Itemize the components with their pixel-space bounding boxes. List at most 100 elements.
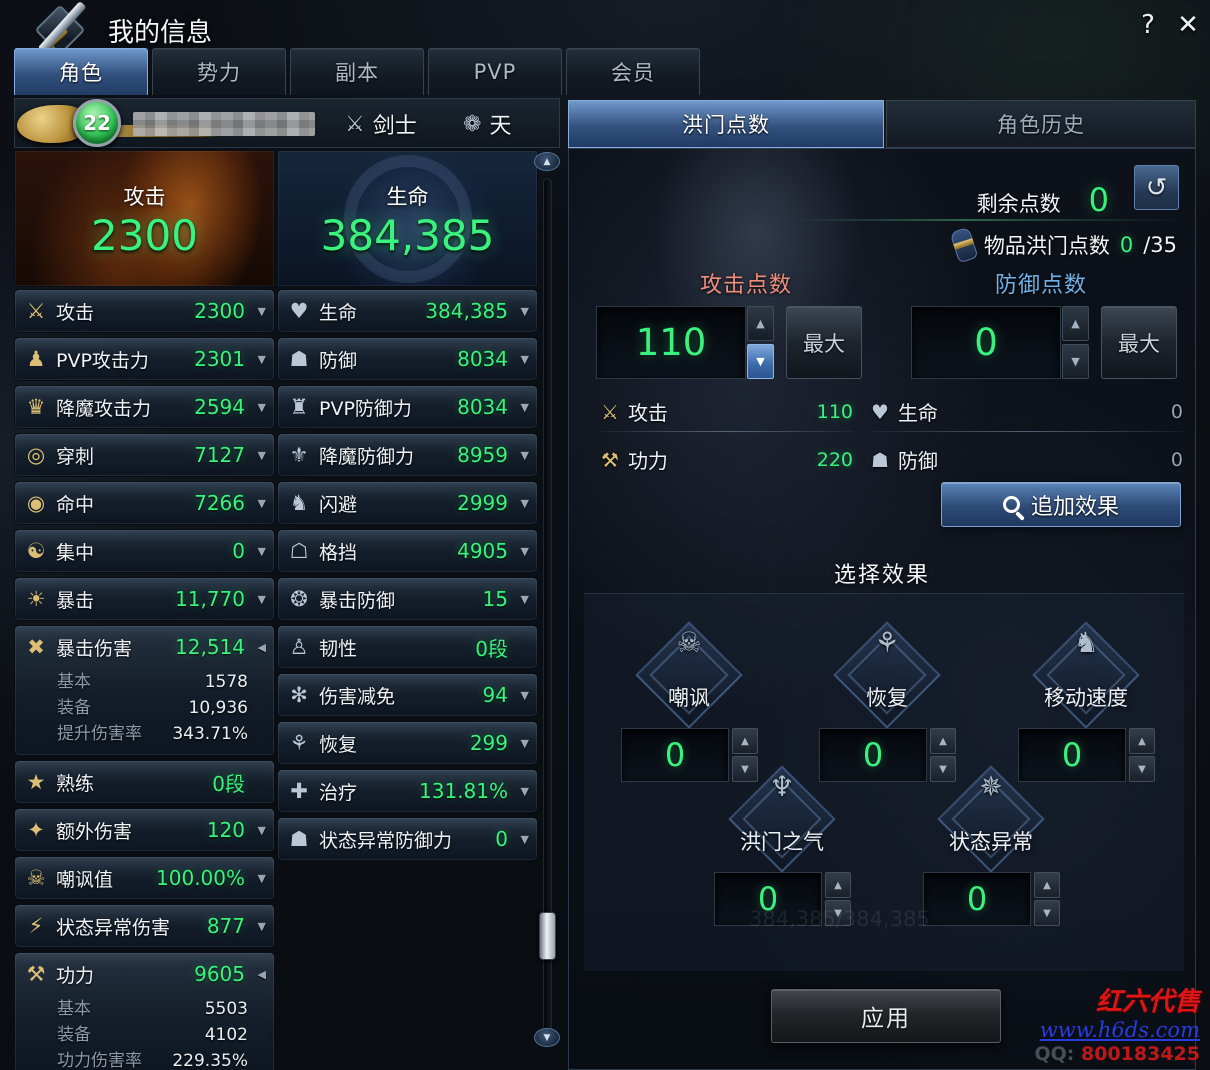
expand-icon[interactable]: ▼ [520,832,529,846]
stat-row-crit-defense[interactable]: ❂ 暴击防御 15 ▼ [277,577,538,621]
stat-row-extra-damage[interactable]: ✦ 额外伤害 120 ▼ [14,808,275,852]
attack-points-up-button[interactable]: ▲ [747,306,774,341]
scroll-up-button[interactable]: ▲ [534,152,560,171]
stat-label: 命中 [56,493,95,516]
collapse-icon[interactable]: ◀ [257,967,266,981]
stat-row-pierce[interactable]: ◎ 穿刺 7127 ▼ [14,433,275,477]
effect-up-button[interactable]: ▲ [930,728,956,754]
effect-value-field[interactable]: 0 [621,728,729,782]
expand-icon[interactable]: ▼ [257,352,266,366]
expand-icon[interactable]: ▼ [257,823,266,837]
tab-character-history[interactable]: 角色历史 [886,100,1196,148]
star-shield-icon: ❂ [290,587,308,611]
expand-icon[interactable]: ▼ [257,544,266,558]
defense-points-down-button[interactable]: ▼ [1062,344,1089,379]
expand-icon[interactable]: ▼ [257,919,266,933]
expand-icon[interactable]: ▼ [520,688,529,702]
stat-row-accuracy[interactable]: ◉ 命中 7266 ▼ [14,481,275,525]
stat-row-power[interactable]: ⚒ 功力 9605 ◀ 基本 5503 装备 4102 功力伤害率 229.35% [14,952,275,1070]
effect-value-field[interactable]: 0 [819,728,927,782]
stats-scrollbar: ▲ ▼ [534,152,560,1064]
apply-button[interactable]: 应用 [771,989,1001,1043]
expand-icon[interactable]: ▼ [520,784,529,798]
add-effect-label: 追加效果 [1030,494,1119,520]
attack-points-down-button[interactable]: ▼ [747,344,774,379]
effect-value-field[interactable]: 0 [1018,728,1126,782]
reset-points-button[interactable]: ↺ [1134,165,1179,210]
stat-row-mastery[interactable]: ★ 熟练 0段 [14,760,275,804]
stat-row-recovery[interactable]: ⚘ 恢复 299 ▼ [277,721,538,765]
stat-row-crit-damage[interactable]: ✖ 暴击伤害 12,514 ◀ 基本 1578 装备 10,936 提升伤害率 343.71% [14,625,275,756]
expand-icon[interactable]: ▼ [257,400,266,414]
stat-row-hp[interactable]: ♥ 生命 384,385 ▼ [277,289,538,333]
stat-row-crit[interactable]: ☀ 暴击 11,770 ▼ [14,577,275,621]
expand-icon[interactable]: ▼ [520,544,529,558]
tab-faction[interactable]: 势力 [152,48,286,95]
stat-row-demon-attack[interactable]: ♛ 降魔攻击力 2594 ▼ [14,385,275,429]
attack-points-input[interactable]: 110 [596,306,746,379]
summary-label: 功力 [627,449,668,473]
stat-row-defense[interactable]: ☗ 防御 8034 ▼ [277,337,538,381]
expand-icon[interactable]: ▼ [257,592,266,606]
stat-row-evasion[interactable]: ♞ 闪避 2999 ▼ [277,481,538,525]
effect-down-button[interactable]: ▼ [825,900,851,926]
stat-row-focus[interactable]: ☯ 集中 0 ▼ [14,529,275,573]
tab-pvp[interactable]: PVP [428,48,562,95]
stat-row-pvp-defense[interactable]: ♜ PVP防御力 8034 ▼ [277,385,538,429]
effect-down-button[interactable]: ▼ [1034,900,1060,926]
collapse-icon[interactable]: ◀ [257,640,266,654]
defense-points-max-button[interactable]: 最大 [1101,306,1177,379]
stat-row-block[interactable]: ☖ 格挡 4905 ▼ [277,529,538,573]
sub-label: 功力伤害率 [57,1051,142,1070]
stat-row-tenacity[interactable]: ♙ 韧性 0段 [277,625,538,669]
scrollbar-track[interactable] [543,178,552,1034]
effect-up-button[interactable]: ▲ [1129,728,1155,754]
stat-row-damage-reduction[interactable]: ✻ 伤害减免 94 ▼ [277,673,538,717]
effect-up-button[interactable]: ▲ [1034,872,1060,898]
expand-icon[interactable]: ▼ [520,592,529,606]
effect-down-button[interactable]: ▼ [1129,756,1155,782]
defense-points-up-button[interactable]: ▲ [1062,306,1089,341]
expand-icon[interactable]: ▼ [520,304,529,318]
attack-header: 攻击 2300 [14,150,275,287]
expand-icon[interactable]: ▼ [257,871,266,885]
expand-icon[interactable]: ▼ [257,496,266,510]
defense-points-input[interactable]: 0 [911,306,1061,379]
tab-hongmen-points[interactable]: 洪门点数 [568,100,884,148]
tab-membership[interactable]: 会员 [566,48,700,95]
effect-value-field[interactable]: 0 [923,872,1031,926]
summary-label: 防御 [897,449,938,473]
expand-icon[interactable]: ▼ [520,400,529,414]
effect-value-field[interactable]: 0 [714,872,822,926]
effect-up-button[interactable]: ▲ [732,728,758,754]
stat-label: 额外伤害 [56,820,133,843]
close-button[interactable]: ✕ [1177,10,1199,40]
stat-row-healing[interactable]: ✚ 治疗 131.81% ▼ [277,769,538,813]
expand-icon[interactable]: ▼ [520,448,529,462]
effect-down-button[interactable]: ▼ [930,756,956,782]
tab-character[interactable]: 角色 [14,48,148,95]
tab-dungeon[interactable]: 副本 [290,48,424,95]
stat-label: 恢复 [319,733,358,756]
stat-row-attack[interactable]: ⚔ 攻击 2300 ▼ [14,289,275,333]
stat-row-demon-defense[interactable]: ⚜ 降魔防御力 8959 ▼ [277,433,538,477]
stat-row-status-abnormal-damage[interactable]: ⚡ 状态异常伤害 877 ▼ [14,904,275,948]
expand-icon[interactable]: ▼ [257,448,266,462]
effect-down-button[interactable]: ▼ [732,756,758,782]
scroll-down-button[interactable]: ▼ [534,1028,560,1047]
effect-up-button[interactable]: ▲ [825,872,851,898]
stat-value: 11,770 [175,587,245,611]
expand-icon[interactable]: ▼ [520,496,529,510]
scrollbar-thumb[interactable] [539,912,556,960]
help-button[interactable]: ? [1141,10,1155,40]
stat-row-status-abnormal-defense[interactable]: ☗ 状态异常防御力 0 ▼ [277,817,538,861]
divider [791,219,1183,221]
attack-points-max-button[interactable]: 最大 [786,306,862,379]
attack-header-value: 2300 [91,210,198,260]
expand-icon[interactable]: ▼ [520,352,529,366]
stat-row-threat[interactable]: ☠ 嘲讽值 100.00% ▼ [14,856,275,900]
add-effect-button[interactable]: 追加效果 [941,482,1181,527]
expand-icon[interactable]: ▼ [257,304,266,318]
expand-icon[interactable]: ▼ [520,736,529,750]
stat-row-pvp-attack[interactable]: ♟ PVP攻击力 2301 ▼ [14,337,275,381]
